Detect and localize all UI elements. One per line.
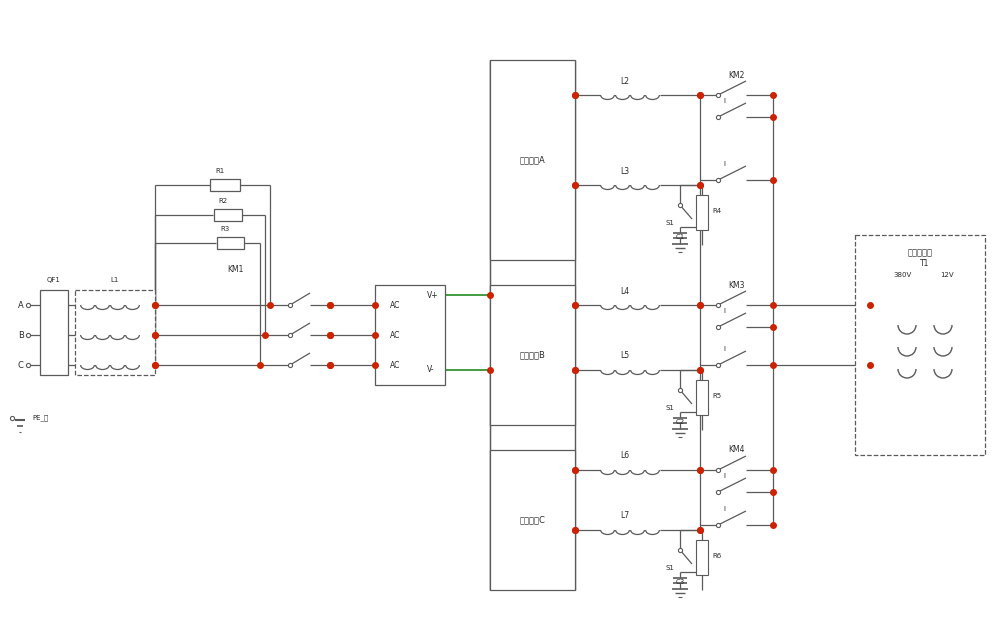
Text: KM1: KM1 [227,266,243,275]
Text: R3: R3 [220,226,229,232]
Bar [490,450,575,590]
Text: I: I [723,161,725,167]
Text: L4: L4 [620,287,630,295]
Text: KM3: KM3 [728,280,744,290]
Text: QF1: QF1 [47,277,61,283]
Bar [214,209,242,221]
Text: 逆变组件C: 逆变组件C [520,515,545,524]
Text: 逆变组件A: 逆变组件A [520,155,545,164]
Bar [696,540,708,575]
Text: C: C [18,361,24,370]
Text: L7: L7 [620,512,630,521]
Text: V+: V+ [427,290,439,299]
Bar [210,179,240,191]
Bar [490,285,575,425]
Text: AC: AC [390,361,400,370]
Text: R1: R1 [215,168,224,174]
Text: A: A [18,301,24,309]
Text: AC: AC [390,330,400,339]
Text: C2: C2 [676,419,685,425]
Text: L1: L1 [111,277,119,283]
Text: I: I [723,98,725,104]
Text: 隔离变压器: 隔离变压器 [908,249,932,257]
Bar [375,285,445,385]
Text: L6: L6 [620,451,630,460]
Text: L2: L2 [620,77,630,86]
Text: PE_排: PE_排 [32,415,48,422]
Text: B: B [18,330,24,339]
Text: C3: C3 [676,579,685,585]
Text: I: I [723,473,725,479]
Text: R5: R5 [712,393,721,399]
Text: T1: T1 [920,259,930,268]
Text: 12V: 12V [940,272,954,278]
Text: S1: S1 [666,405,675,411]
Text: L5: L5 [620,351,630,361]
Bar [40,290,68,375]
Text: S1: S1 [666,220,675,226]
Bar [216,237,244,249]
Text: L3: L3 [620,167,630,176]
Text: R2: R2 [218,198,227,204]
Text: R4: R4 [712,208,721,214]
Text: 380V: 380V [894,272,912,278]
Bar [75,290,155,375]
Text: S1: S1 [666,565,675,571]
Bar [696,380,708,415]
Text: C1: C1 [676,234,685,240]
Text: I: I [723,506,725,512]
Bar [855,235,985,455]
Text: KM2: KM2 [728,70,744,79]
Text: V-: V- [427,365,434,375]
Text: 逆变组件B: 逆变组件B [520,351,545,359]
Text: I: I [723,308,725,314]
Text: I: I [723,346,725,352]
Text: KM4: KM4 [728,446,744,455]
Text: AC: AC [390,301,400,309]
Bar [696,195,708,230]
Bar [490,60,575,260]
Text: R6: R6 [712,553,721,559]
